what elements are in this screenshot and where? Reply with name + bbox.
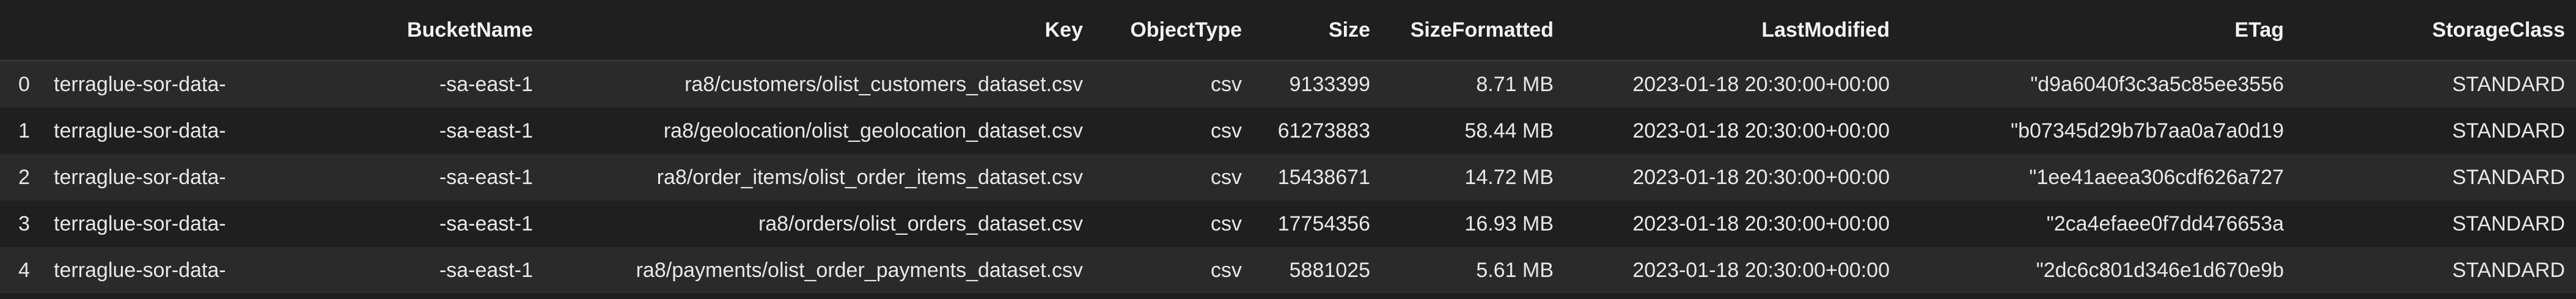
storage-class-cell: STANDARD bbox=[2295, 61, 2576, 108]
bucket-name-suffix: -sa-east-1 bbox=[439, 165, 533, 189]
key-cell: ra8/geolocation/olist_geolocation_datase… bbox=[544, 108, 1094, 154]
column-header: Key bbox=[544, 0, 1094, 61]
storage-class-cell: STANDARD bbox=[2295, 201, 2576, 247]
bucket-name-cell: terraglue-sor-data- -sa-east-1 bbox=[43, 201, 544, 247]
column-header: SizeFormatted bbox=[1381, 0, 1565, 61]
table-header: BucketName Key ObjectType Size SizeFormatted… bbox=[0, 0, 2576, 61]
etag-cell: "2ca4efaee0f7dd476653a bbox=[1901, 201, 2295, 247]
size-cell: 61273883 bbox=[1253, 108, 1381, 154]
etag-cell: "d9a6040f3c3a5c85ee3556 bbox=[1901, 61, 2295, 108]
row-index-cell: 4 bbox=[0, 247, 43, 293]
storage-class-cell: STANDARD bbox=[2295, 108, 2576, 154]
last-modified-cell: 2023-01-18 20:30:00+00:00 bbox=[1565, 154, 1901, 201]
table-row: 3 terraglue-sor-data- -sa-east-1 ra8/orders… bbox=[0, 201, 2576, 247]
object-type-cell: csv bbox=[1094, 108, 1253, 154]
table-row: 4 terraglue-sor-data- -sa-east-1 ra8/paymen… bbox=[0, 247, 2576, 293]
key-cell: ra8/orders/olist_orders_dataset.csv bbox=[544, 201, 1094, 247]
bucket-name-suffix: -sa-east-1 bbox=[439, 212, 533, 235]
column-header: BucketName bbox=[43, 0, 544, 61]
size-cell: 15438671 bbox=[1253, 154, 1381, 201]
bucket-name-prefix: terraglue-sor-data- bbox=[54, 258, 226, 282]
column-header: ETag bbox=[1901, 0, 2295, 61]
bucket-name-cell: terraglue-sor-data- -sa-east-1 bbox=[43, 154, 544, 201]
size-formatted-cell: 16.93 MB bbox=[1381, 201, 1565, 247]
bucket-name-prefix: terraglue-sor-data- bbox=[54, 119, 226, 142]
last-modified-cell: 2023-01-18 20:30:00+00:00 bbox=[1565, 61, 1901, 108]
last-modified-cell: 2023-01-18 20:30:00+00:00 bbox=[1565, 247, 1901, 293]
key-cell: ra8/payments/olist_order_payments_datase… bbox=[544, 247, 1094, 293]
size-formatted-cell: 14.72 MB bbox=[1381, 154, 1565, 201]
table-row: 2 terraglue-sor-data- -sa-east-1 ra8/order_… bbox=[0, 154, 2576, 201]
column-header: Size bbox=[1253, 0, 1381, 61]
object-type-cell: csv bbox=[1094, 154, 1253, 201]
index-header bbox=[0, 0, 43, 61]
etag-cell: "b07345d29b7b7aa0a7a0d19 bbox=[1901, 108, 2295, 154]
row-index-cell: 3 bbox=[0, 201, 43, 247]
bucket-name-suffix: -sa-east-1 bbox=[439, 72, 533, 96]
row-index-cell: 2 bbox=[0, 154, 43, 201]
table-body: 0 terraglue-sor-data- -sa-east-1 ra8/custom… bbox=[0, 61, 2576, 293]
key-cell: ra8/order_items/olist_order_items_datase… bbox=[544, 154, 1094, 201]
column-header: LastModified bbox=[1565, 0, 1901, 61]
object-type-cell: csv bbox=[1094, 61, 1253, 108]
bucket-name-prefix: terraglue-sor-data- bbox=[54, 165, 226, 189]
storage-class-cell: STANDARD bbox=[2295, 154, 2576, 201]
size-cell: 9133399 bbox=[1253, 61, 1381, 108]
header-row: BucketName Key ObjectType Size SizeFormatted… bbox=[0, 0, 2576, 61]
size-formatted-cell: 5.61 MB bbox=[1381, 247, 1565, 293]
bucket-name-prefix: terraglue-sor-data- bbox=[54, 212, 226, 235]
bucket-name-prefix: terraglue-sor-data- bbox=[54, 72, 226, 96]
size-cell: 5881025 bbox=[1253, 247, 1381, 293]
object-type-cell: csv bbox=[1094, 201, 1253, 247]
table-row: 0 terraglue-sor-data- -sa-east-1 ra8/custom… bbox=[0, 61, 2576, 108]
key-cell: ra8/customers/olist_customers_dataset.cs… bbox=[544, 61, 1094, 108]
row-index-cell: 1 bbox=[0, 108, 43, 154]
row-index-cell: 0 bbox=[0, 61, 43, 108]
bucket-name-cell: terraglue-sor-data- -sa-east-1 bbox=[43, 108, 544, 154]
bucket-name-suffix: -sa-east-1 bbox=[439, 258, 533, 282]
dataframe-table: BucketName Key ObjectType Size SizeFormatted… bbox=[0, 0, 2576, 293]
etag-cell: "2dc6c801d346e1d670e9b bbox=[1901, 247, 2295, 293]
table-row: 1 terraglue-sor-data- -sa-east-1 ra8/geoloc… bbox=[0, 108, 2576, 154]
bucket-name-cell: terraglue-sor-data- -sa-east-1 bbox=[43, 61, 544, 108]
bucket-name-cell: terraglue-sor-data- -sa-east-1 bbox=[43, 247, 544, 293]
column-header: ObjectType bbox=[1094, 0, 1253, 61]
etag-cell: "1ee41aeea306cdf626a727 bbox=[1901, 154, 2295, 201]
storage-class-cell: STANDARD bbox=[2295, 247, 2576, 293]
size-formatted-cell: 8.71 MB bbox=[1381, 61, 1565, 108]
size-cell: 17754356 bbox=[1253, 201, 1381, 247]
size-formatted-cell: 58.44 MB bbox=[1381, 108, 1565, 154]
last-modified-cell: 2023-01-18 20:30:00+00:00 bbox=[1565, 108, 1901, 154]
last-modified-cell: 2023-01-18 20:30:00+00:00 bbox=[1565, 201, 1901, 247]
column-header: StorageClass bbox=[2295, 0, 2576, 61]
object-type-cell: csv bbox=[1094, 247, 1253, 293]
bucket-name-suffix: -sa-east-1 bbox=[439, 119, 533, 142]
